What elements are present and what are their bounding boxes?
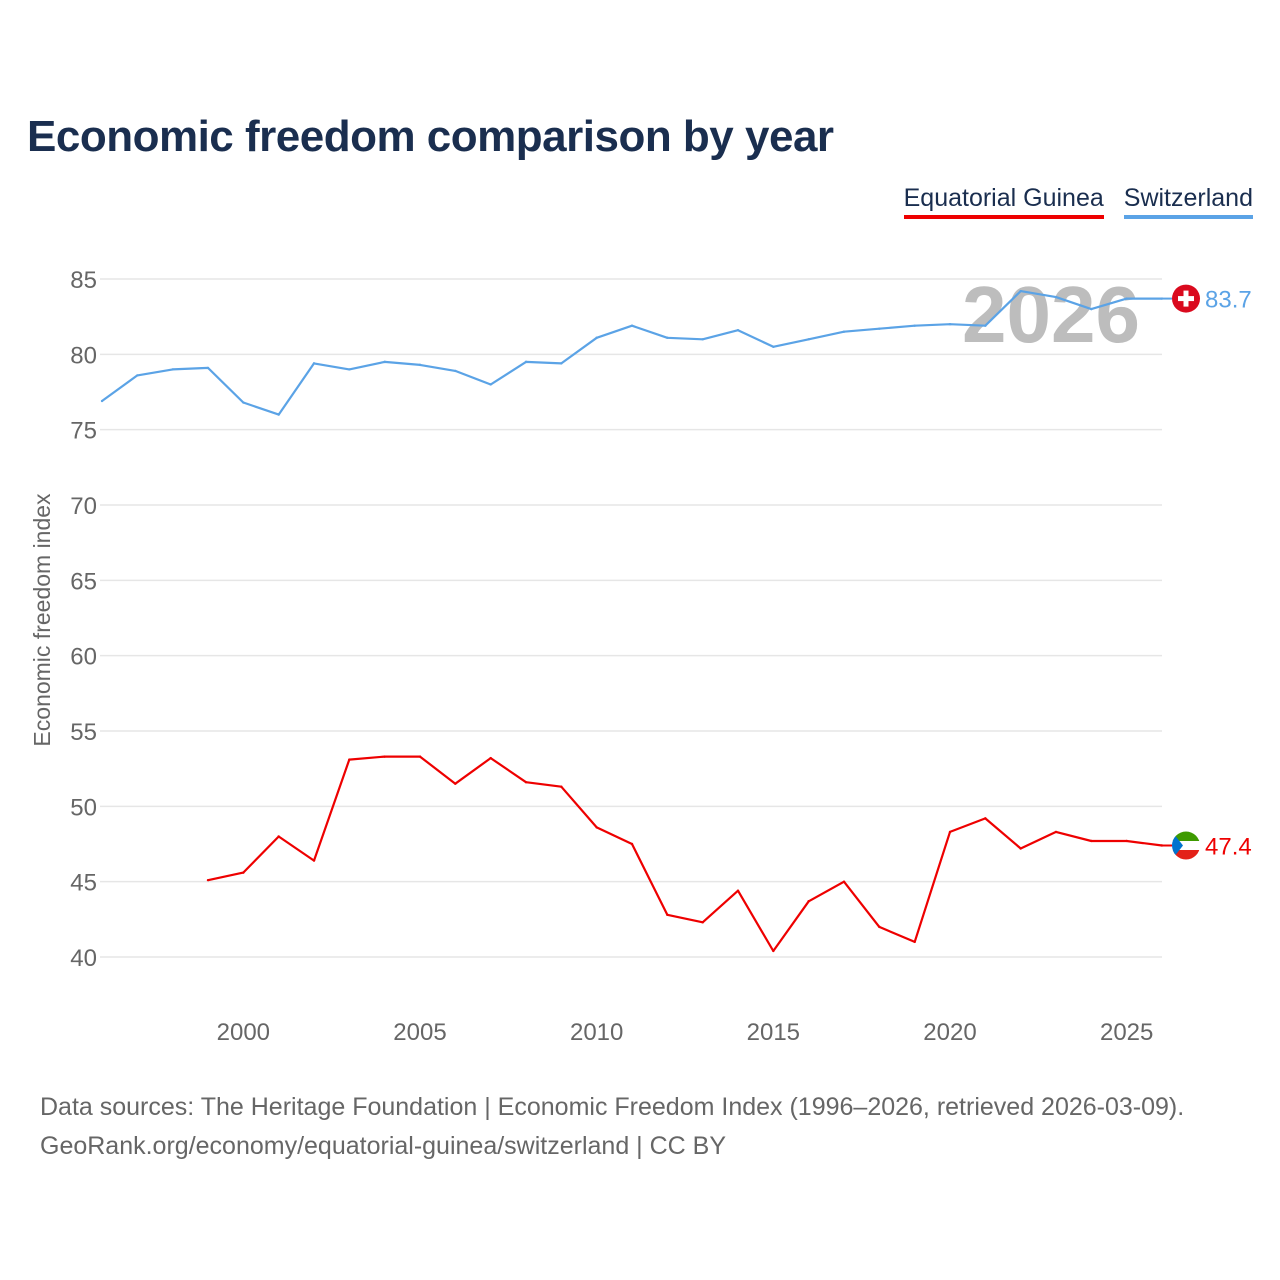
data-point bbox=[383, 755, 386, 758]
data-point bbox=[701, 338, 704, 341]
data-point bbox=[1019, 847, 1022, 850]
x-tick-label: 2015 bbox=[747, 1019, 800, 1046]
y-tick-label: 65 bbox=[70, 568, 97, 595]
y-tick-label: 50 bbox=[70, 794, 97, 821]
data-point bbox=[171, 368, 174, 371]
flag-stripe bbox=[1172, 850, 1200, 860]
data-point bbox=[100, 399, 104, 403]
x-tick-label: 2020 bbox=[923, 1019, 976, 1046]
data-point bbox=[807, 900, 810, 903]
data-point bbox=[242, 401, 245, 404]
x-tick-label: 2025 bbox=[1100, 1019, 1153, 1046]
data-point bbox=[524, 781, 528, 784]
data-point bbox=[312, 859, 316, 862]
data-point bbox=[277, 835, 280, 838]
year-watermark: 2026 bbox=[962, 270, 1140, 359]
end-value-label: 47.4 bbox=[1205, 834, 1252, 861]
data-point bbox=[348, 368, 351, 371]
x-tick-label: 2000 bbox=[217, 1019, 270, 1046]
data-point bbox=[206, 878, 210, 882]
data-point bbox=[454, 782, 457, 785]
data-point bbox=[913, 940, 916, 944]
data-point bbox=[1054, 295, 1058, 299]
flag-stripe bbox=[1172, 841, 1200, 851]
legend: Equatorial Guinea Switzerland bbox=[903, 184, 1253, 219]
data-point bbox=[948, 323, 952, 326]
footer-link[interactable]: GeoRank.org/economy/equatorial-guinea/sw… bbox=[40, 1132, 727, 1160]
data-point bbox=[1125, 839, 1128, 843]
footer: Data sources: The Heritage Foundation | … bbox=[40, 1088, 1184, 1166]
data-point bbox=[1090, 839, 1093, 843]
data-point bbox=[842, 330, 846, 333]
data-point bbox=[1019, 289, 1022, 293]
x-tick-label: 2010 bbox=[570, 1019, 623, 1046]
data-point bbox=[277, 413, 280, 416]
data-point bbox=[1125, 297, 1128, 300]
data-point bbox=[595, 826, 598, 829]
y-axis-label: Economic freedom index bbox=[29, 493, 55, 747]
data-point bbox=[630, 324, 634, 327]
series-line-equatorial-guinea bbox=[207, 755, 1163, 953]
legend-item-switzerland[interactable]: Switzerland bbox=[1123, 184, 1253, 219]
data-point bbox=[736, 329, 740, 332]
data-point bbox=[595, 336, 598, 339]
chart-title: Economic freedom comparison by year bbox=[27, 112, 834, 161]
data-point bbox=[560, 362, 563, 365]
data-point bbox=[206, 366, 210, 370]
data-point bbox=[1090, 307, 1093, 311]
y-tick-label: 55 bbox=[70, 719, 97, 746]
data-point bbox=[489, 383, 492, 386]
equatorial-guinea-flag-icon bbox=[1172, 831, 1200, 842]
x-tick-label: 2005 bbox=[393, 1019, 446, 1046]
data-point bbox=[666, 913, 669, 917]
data-point bbox=[984, 324, 987, 327]
data-point bbox=[948, 830, 952, 834]
y-tick-label: 85 bbox=[70, 267, 97, 294]
data-point bbox=[878, 925, 881, 929]
data-point bbox=[984, 817, 987, 820]
data-point bbox=[878, 327, 881, 330]
end-value-label: 83.7 bbox=[1205, 287, 1252, 314]
flag-triangle bbox=[1172, 831, 1183, 860]
data-point bbox=[772, 949, 775, 953]
data-point bbox=[418, 755, 422, 758]
data-point bbox=[913, 324, 916, 327]
data-point bbox=[312, 362, 316, 365]
y-tick-label: 75 bbox=[70, 418, 97, 445]
data-point bbox=[242, 871, 245, 874]
data-point bbox=[524, 360, 528, 364]
data-point bbox=[454, 369, 457, 373]
data-point bbox=[701, 921, 704, 924]
data-point bbox=[666, 336, 669, 339]
data-point bbox=[560, 785, 563, 788]
data-point bbox=[772, 345, 775, 348]
data-point bbox=[1054, 830, 1058, 834]
legend-item-equatorial-guinea[interactable]: Equatorial Guinea bbox=[903, 184, 1104, 219]
data-point bbox=[489, 756, 492, 760]
flag-cross bbox=[1183, 290, 1189, 307]
data-point bbox=[630, 842, 634, 846]
y-tick-label: 60 bbox=[70, 644, 97, 671]
y-tick-label: 40 bbox=[70, 945, 97, 972]
data-point bbox=[383, 360, 386, 364]
y-tick-label: 70 bbox=[70, 493, 97, 520]
y-tick-label: 45 bbox=[70, 870, 97, 897]
data-point bbox=[136, 374, 139, 377]
data-point bbox=[418, 363, 422, 367]
footer-sources: Data sources: The Heritage Foundation | … bbox=[40, 1093, 1185, 1121]
data-point bbox=[348, 758, 351, 761]
y-tick-label: 80 bbox=[70, 342, 97, 369]
data-point bbox=[807, 338, 810, 341]
data-point bbox=[736, 889, 740, 892]
data-point bbox=[842, 880, 846, 883]
